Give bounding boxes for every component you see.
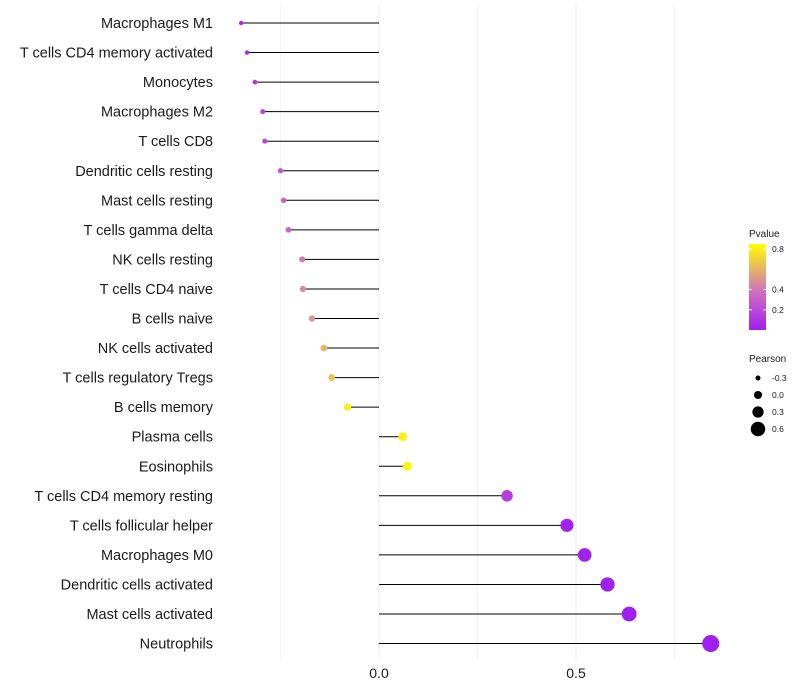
pvalue-tick-label: 0.8	[772, 244, 784, 254]
category-label: T cells CD8	[138, 134, 213, 150]
pearson-legend-key	[755, 375, 761, 381]
category-label: B cells naive	[132, 312, 213, 328]
category-label: Dendritic cells resting	[75, 164, 213, 180]
category-label: T cells CD4 memory resting	[34, 489, 213, 505]
pearson-legend-label: 0.6	[772, 424, 784, 434]
category-label: T cells CD4 memory activated	[20, 46, 213, 62]
pearson-legend-key	[753, 390, 763, 400]
x-axis-ticks: 0.0 0.5	[369, 665, 586, 681]
x-tick-label: 0.5	[566, 665, 586, 681]
lollipop-point	[244, 50, 250, 55]
lollipop-point	[299, 256, 306, 263]
lollipop-point	[600, 577, 615, 592]
pearson-legend: Pearson -0.3 0.0 0.3 0.6	[749, 354, 787, 437]
category-label: NK cells resting	[112, 252, 213, 268]
lollipop-point	[238, 20, 244, 26]
category-label: Mast cells activated	[86, 607, 213, 623]
lollipop-point	[328, 374, 336, 382]
category-label: NK cells activated	[98, 341, 213, 357]
lollipop-point	[320, 344, 328, 352]
lollipop-point	[501, 490, 513, 502]
grid-layer	[280, 5, 675, 660]
lollipop-point	[398, 432, 408, 442]
pvalue-tick-label: 0.4	[772, 285, 784, 295]
lollipop-point	[277, 168, 284, 174]
pvalue-legend-ticks: 0.8 0.4 0.2	[749, 244, 784, 315]
category-label: Mast cells resting	[101, 193, 213, 209]
lollipop-point	[621, 606, 637, 622]
category-label: Dendritic cells activated	[61, 577, 213, 593]
lollipop-point	[260, 109, 266, 115]
category-label: Macrophages M2	[101, 105, 213, 121]
lollipop-point	[280, 197, 287, 204]
lollipop-point	[402, 461, 412, 471]
lollipop-point	[560, 518, 574, 532]
category-label: T cells gamma delta	[84, 223, 214, 239]
lollipop-point	[299, 285, 306, 292]
category-label: Macrophages M1	[101, 16, 213, 32]
category-label: T cells regulatory Tregs	[63, 371, 213, 387]
category-label: Neutrophils	[140, 637, 213, 653]
pearson-legend-items: -0.3 0.0 0.3 0.6	[750, 373, 787, 437]
lollipop-point	[702, 635, 720, 653]
lollipop-point	[577, 548, 592, 562]
pvalue-colorbar	[749, 244, 766, 330]
pvalue-legend: Pvalue 0.8 0.4 0.2	[749, 229, 784, 330]
lollipop-point	[252, 79, 258, 85]
pearson-legend-label: -0.3	[772, 373, 787, 383]
category-label: Macrophages M0	[101, 548, 213, 564]
category-label: Monocytes	[143, 75, 213, 91]
point-layer	[238, 20, 720, 653]
pearson-legend-title: Pearson	[749, 354, 786, 365]
pvalue-tick-label: 0.2	[772, 305, 784, 315]
category-label: Plasma cells	[132, 430, 213, 446]
pearson-legend-key	[752, 406, 764, 418]
pearson-legend-label: 0.0	[772, 390, 784, 400]
pvalue-legend-title: Pvalue	[749, 229, 780, 240]
pearson-legend-label: 0.3	[772, 407, 784, 417]
category-label: T cells follicular helper	[70, 518, 213, 534]
x-tick-label: 0.0	[369, 665, 389, 681]
category-labels: Macrophages M1 T cells CD4 memory activat…	[20, 16, 214, 653]
lollipop-point	[308, 315, 316, 322]
pearson-legend-key	[750, 421, 766, 437]
category-label: Eosinophils	[139, 459, 213, 475]
category-label: T cells CD4 naive	[100, 282, 213, 298]
lollipop-point	[343, 403, 352, 411]
segment-layer	[241, 22, 711, 645]
category-label: B cells memory	[114, 400, 214, 416]
lollipop-point	[285, 227, 292, 233]
lollipop-point	[262, 138, 268, 144]
